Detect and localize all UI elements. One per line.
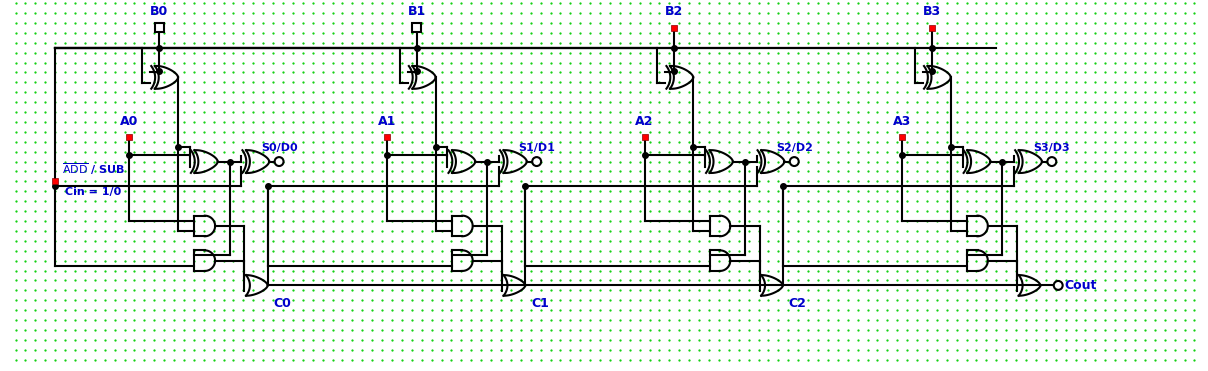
Text: C1: C1 bbox=[532, 297, 550, 310]
Text: B2: B2 bbox=[666, 5, 684, 18]
Bar bbox=[412, 23, 422, 32]
Circle shape bbox=[533, 157, 541, 166]
Bar bbox=[155, 23, 163, 32]
Text: S1/D1: S1/D1 bbox=[518, 143, 556, 152]
Circle shape bbox=[790, 157, 798, 166]
Text: $\overline{\rm ADD}$ / SUB: $\overline{\rm ADD}$ / SUB bbox=[62, 162, 126, 177]
Text: A2: A2 bbox=[635, 115, 654, 128]
Text: B1: B1 bbox=[407, 5, 426, 18]
Text: B0: B0 bbox=[150, 5, 168, 18]
Text: C2: C2 bbox=[789, 297, 807, 310]
Text: Cin = 1/0: Cin = 1/0 bbox=[65, 187, 121, 197]
Circle shape bbox=[274, 157, 284, 166]
Text: B3: B3 bbox=[923, 5, 941, 18]
Text: A1: A1 bbox=[378, 115, 396, 128]
Text: Cout: Cout bbox=[1064, 279, 1097, 292]
Text: A0: A0 bbox=[121, 115, 139, 128]
Text: S2/D2: S2/D2 bbox=[776, 143, 813, 152]
Text: C0: C0 bbox=[273, 297, 291, 310]
Text: S0/D0: S0/D0 bbox=[261, 143, 297, 152]
Text: A3: A3 bbox=[893, 115, 911, 128]
Circle shape bbox=[1047, 157, 1056, 166]
Text: S3/D3: S3/D3 bbox=[1034, 143, 1070, 152]
Circle shape bbox=[1053, 281, 1063, 290]
